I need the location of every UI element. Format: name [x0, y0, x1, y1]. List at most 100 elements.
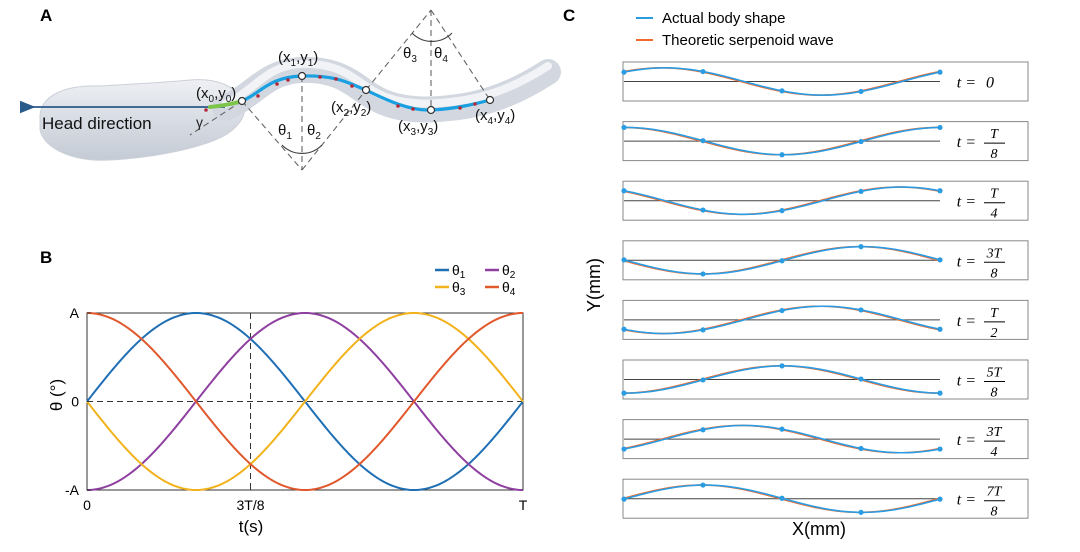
- chart-c-time-numerator: T: [990, 306, 999, 321]
- chart-c-node: [858, 509, 864, 515]
- chart-b-xtick-label: T: [519, 497, 528, 513]
- chart-c-time-prefix: t =: [957, 492, 976, 509]
- robot-body-highlight: [221, 59, 552, 108]
- chart-c-time-numerator: T: [990, 127, 999, 142]
- chart-c-node: [858, 244, 864, 250]
- chart-c-node: [700, 377, 706, 383]
- chart-c-time-prefix: t =: [957, 253, 976, 270]
- chart-c-node: [937, 390, 943, 396]
- chart-c-time-prefix: t =: [957, 432, 976, 449]
- chart-c-time-prefix: t =: [957, 75, 976, 92]
- chart-b-ytick-label: 0: [71, 394, 79, 410]
- chart-c-node: [779, 258, 785, 264]
- chart-c-node: [621, 446, 627, 452]
- chart-c-time-prefix: t =: [957, 313, 976, 330]
- body-nodes: [237, 71, 495, 115]
- chart-c-node: [858, 138, 864, 145]
- chart-c-node: [858, 88, 864, 95]
- point-label-4: (x4,y4): [475, 107, 515, 127]
- chart-c-node: [700, 138, 706, 144]
- chart-b-xtick-label: 0: [83, 497, 91, 513]
- chart-c-time-numerator: 3T: [986, 425, 1003, 440]
- chart-c-node: [621, 69, 627, 75]
- chart-c-time-denominator: 8: [991, 386, 998, 401]
- chart-c-ylabel: Y(mm): [584, 258, 604, 312]
- chart-c-time-denominator: 8: [991, 266, 998, 281]
- chart-c-time-denominator: 4: [991, 445, 998, 460]
- chart-c-xlabel: X(mm): [792, 519, 846, 539]
- theta1-label: θ1: [278, 122, 292, 142]
- chart-b-series-4: [86, 312, 524, 492]
- chart-c-node: [937, 326, 943, 332]
- chart-c-node: [621, 188, 627, 194]
- chart-c-node: [858, 445, 864, 452]
- chart-b-legend-label: θ4: [502, 279, 516, 298]
- chart-c-node: [700, 68, 706, 75]
- chart-c-node: [937, 124, 943, 131]
- chart-c-node: [779, 152, 785, 158]
- chart-c-time-denominator: 4: [991, 207, 998, 222]
- chart-c-node: [937, 257, 943, 263]
- point-label-0: (x0,y0): [196, 85, 236, 105]
- chart-c-time-numerator: 7T: [987, 485, 1003, 500]
- chart-c-node: [937, 446, 943, 452]
- chart-c-node: [621, 496, 627, 502]
- chart-c-node: [779, 495, 785, 501]
- panel-c-chart: Y(mm) X(mm) Actual body shape Theoretic s…: [584, 10, 1029, 539]
- chart-c-node: [779, 88, 785, 94]
- chart-c-node: [700, 482, 706, 488]
- chart-b-series-2: [86, 311, 524, 491]
- chart-c-time-denominator: 8: [991, 505, 998, 520]
- chart-c-node: [779, 307, 785, 314]
- chart-c-time-prefix: t =: [957, 134, 976, 151]
- chart-c-node: [700, 427, 706, 433]
- chart-b-ytick-label: -A: [65, 482, 80, 498]
- panel-a-diagram: Head direction γ (x0,y0) (x1,y1) (x2,y2)…: [20, 9, 561, 171]
- panel-a-letter: A: [40, 6, 53, 25]
- construction-lines: [189, 9, 491, 171]
- chart-c-time-value: 0: [986, 75, 994, 92]
- chart-c-node: [779, 363, 785, 369]
- chart-c-node: [621, 390, 627, 396]
- theta4-label: θ4: [434, 45, 448, 65]
- chart-c-node: [937, 69, 943, 75]
- chart-c-legend-label: Theoretic serpenoid wave: [662, 32, 834, 49]
- chart-c-node: [700, 207, 706, 213]
- chart-c-node: [700, 271, 706, 277]
- chart-c-node: [779, 426, 785, 432]
- chart-b-legend-label: θ2: [502, 262, 516, 281]
- body-markers: [204, 75, 477, 112]
- head-direction-label: Head direction: [42, 114, 152, 133]
- theta12-arc: [281, 144, 323, 154]
- panel-c-letter: C: [563, 6, 576, 25]
- chart-c-time-denominator: 8: [991, 147, 998, 162]
- chart-c-time-prefix: t =: [957, 373, 976, 390]
- chart-c-node: [700, 327, 706, 333]
- chart-c-legend-label: Actual body shape: [662, 10, 785, 27]
- chart-b-legend-label: θ1: [452, 262, 466, 281]
- theta34-arc: [411, 32, 453, 42]
- theta3-label: θ3: [403, 45, 417, 65]
- chart-c-node: [779, 208, 785, 214]
- chart-c-time-numerator: 5T: [987, 366, 1003, 381]
- chart-b-legend-label: θ3: [452, 279, 466, 298]
- chart-c-time-numerator: T: [990, 187, 999, 202]
- chart-b-xlabel: t(s): [239, 517, 264, 536]
- chart-b-ylabel: θ (°): [47, 379, 66, 411]
- gamma-label: γ: [196, 114, 203, 130]
- chart-c-node: [621, 257, 627, 263]
- chart-c-time-numerator: 3T: [986, 246, 1003, 261]
- chart-b-series-3: [86, 311, 524, 492]
- theta2-label: θ2: [307, 122, 321, 142]
- chart-c-time-denominator: 2: [991, 326, 998, 341]
- chart-b-xtick-label: 3T/8: [236, 497, 264, 513]
- chart-c-node: [937, 496, 943, 502]
- chart-b-ytick-label: A: [70, 305, 80, 321]
- chart-c-time-prefix: t =: [957, 194, 976, 211]
- panel-b-letter: B: [40, 248, 53, 267]
- chart-c-node: [858, 307, 864, 313]
- chart-c-node: [858, 376, 864, 382]
- chart-c-node: [621, 326, 627, 332]
- chart-c-node: [937, 188, 943, 194]
